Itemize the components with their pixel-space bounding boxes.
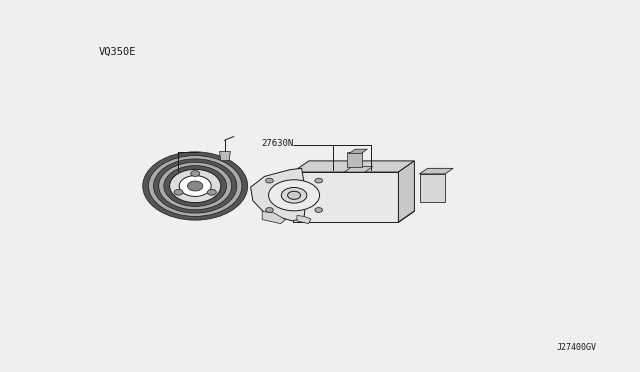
Polygon shape	[297, 215, 311, 224]
Polygon shape	[293, 172, 398, 222]
Polygon shape	[420, 168, 453, 174]
Ellipse shape	[266, 208, 273, 212]
Ellipse shape	[170, 169, 221, 203]
Text: VQ350E: VQ350E	[99, 46, 137, 57]
Ellipse shape	[174, 189, 183, 195]
Ellipse shape	[207, 189, 216, 195]
Ellipse shape	[188, 181, 203, 191]
Text: 27630N: 27630N	[261, 139, 293, 148]
Ellipse shape	[315, 178, 323, 183]
Polygon shape	[420, 174, 445, 202]
Polygon shape	[220, 151, 230, 161]
Ellipse shape	[148, 155, 242, 217]
Polygon shape	[293, 161, 415, 172]
Ellipse shape	[179, 176, 211, 196]
Ellipse shape	[287, 191, 301, 199]
Polygon shape	[251, 168, 307, 221]
Ellipse shape	[315, 208, 323, 212]
Polygon shape	[347, 152, 362, 167]
Text: J27400GV: J27400GV	[557, 343, 596, 352]
Polygon shape	[349, 149, 367, 154]
Polygon shape	[344, 167, 372, 172]
Ellipse shape	[269, 180, 319, 211]
Ellipse shape	[154, 159, 237, 213]
Ellipse shape	[164, 166, 227, 206]
Ellipse shape	[282, 187, 307, 203]
Text: 27633: 27633	[152, 165, 179, 174]
Polygon shape	[398, 161, 415, 222]
Ellipse shape	[191, 171, 200, 176]
Ellipse shape	[266, 178, 273, 183]
Ellipse shape	[159, 162, 232, 210]
Ellipse shape	[143, 152, 248, 220]
Polygon shape	[262, 211, 285, 224]
